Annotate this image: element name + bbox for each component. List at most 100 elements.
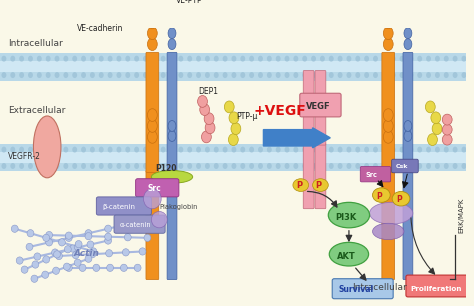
- Ellipse shape: [147, 131, 157, 143]
- Ellipse shape: [373, 188, 390, 202]
- FancyBboxPatch shape: [136, 179, 179, 197]
- Ellipse shape: [462, 147, 466, 153]
- Ellipse shape: [431, 112, 441, 124]
- Ellipse shape: [99, 147, 104, 153]
- Ellipse shape: [124, 233, 131, 241]
- Ellipse shape: [311, 56, 316, 62]
- Ellipse shape: [147, 120, 157, 132]
- Ellipse shape: [178, 72, 183, 78]
- Ellipse shape: [426, 56, 431, 62]
- FancyBboxPatch shape: [392, 159, 418, 173]
- Ellipse shape: [417, 72, 422, 78]
- Ellipse shape: [249, 56, 254, 62]
- FancyBboxPatch shape: [300, 93, 341, 117]
- Ellipse shape: [337, 56, 343, 62]
- Text: P: P: [296, 181, 302, 190]
- Ellipse shape: [10, 72, 15, 78]
- Ellipse shape: [383, 5, 393, 18]
- Ellipse shape: [356, 163, 360, 169]
- Ellipse shape: [417, 147, 422, 153]
- Ellipse shape: [43, 256, 50, 263]
- Ellipse shape: [107, 264, 114, 271]
- Ellipse shape: [312, 179, 328, 192]
- Ellipse shape: [99, 72, 104, 78]
- Ellipse shape: [178, 56, 183, 62]
- Ellipse shape: [28, 147, 33, 153]
- FancyBboxPatch shape: [315, 143, 326, 209]
- Ellipse shape: [26, 243, 33, 251]
- Ellipse shape: [444, 72, 449, 78]
- Text: AKT: AKT: [337, 252, 356, 261]
- Ellipse shape: [10, 56, 15, 62]
- Text: PI3K: PI3K: [335, 213, 356, 222]
- Ellipse shape: [69, 245, 76, 252]
- Ellipse shape: [143, 56, 148, 62]
- Ellipse shape: [228, 134, 238, 146]
- Ellipse shape: [337, 72, 343, 78]
- Ellipse shape: [32, 261, 39, 268]
- Ellipse shape: [34, 253, 41, 260]
- Ellipse shape: [161, 72, 165, 78]
- FancyBboxPatch shape: [315, 70, 326, 145]
- Ellipse shape: [117, 72, 121, 78]
- FancyBboxPatch shape: [382, 52, 395, 172]
- FancyBboxPatch shape: [96, 197, 151, 215]
- Ellipse shape: [147, 0, 157, 7]
- Ellipse shape: [284, 147, 290, 153]
- Ellipse shape: [373, 223, 404, 240]
- Ellipse shape: [409, 56, 413, 62]
- Ellipse shape: [240, 163, 245, 169]
- Ellipse shape: [37, 163, 42, 169]
- Text: Src: Src: [147, 184, 161, 192]
- Ellipse shape: [28, 56, 33, 62]
- Text: +VEGF: +VEGF: [254, 104, 306, 118]
- Text: Plakoglobin: Plakoglobin: [159, 204, 198, 210]
- Text: DEP1: DEP1: [199, 87, 219, 96]
- Ellipse shape: [134, 163, 139, 169]
- Ellipse shape: [46, 163, 51, 169]
- Ellipse shape: [391, 72, 396, 78]
- Ellipse shape: [453, 163, 457, 169]
- Text: P120: P120: [155, 164, 177, 174]
- Ellipse shape: [205, 122, 215, 134]
- Ellipse shape: [249, 163, 254, 169]
- FancyBboxPatch shape: [303, 70, 314, 145]
- Ellipse shape: [187, 56, 192, 62]
- Ellipse shape: [329, 147, 334, 153]
- FancyBboxPatch shape: [167, 170, 177, 280]
- Ellipse shape: [54, 251, 61, 258]
- Ellipse shape: [425, 101, 435, 113]
- Text: VE-cadherin: VE-cadherin: [76, 24, 123, 32]
- Ellipse shape: [426, 147, 431, 153]
- Ellipse shape: [65, 264, 72, 271]
- Ellipse shape: [328, 202, 370, 228]
- Ellipse shape: [240, 72, 245, 78]
- Ellipse shape: [196, 56, 201, 62]
- Ellipse shape: [409, 163, 413, 169]
- Ellipse shape: [64, 147, 68, 153]
- Ellipse shape: [1, 56, 6, 62]
- Ellipse shape: [356, 72, 360, 78]
- Ellipse shape: [346, 56, 351, 62]
- Ellipse shape: [99, 163, 104, 169]
- Ellipse shape: [31, 275, 38, 282]
- Ellipse shape: [320, 163, 325, 169]
- Ellipse shape: [125, 163, 130, 169]
- Bar: [0, 62, 466, 72]
- Ellipse shape: [214, 72, 219, 78]
- Ellipse shape: [391, 163, 396, 169]
- Ellipse shape: [106, 250, 112, 257]
- Ellipse shape: [205, 72, 210, 78]
- Ellipse shape: [74, 243, 81, 251]
- Ellipse shape: [276, 72, 281, 78]
- Ellipse shape: [320, 56, 325, 62]
- Ellipse shape: [267, 72, 272, 78]
- Ellipse shape: [37, 72, 42, 78]
- Ellipse shape: [55, 72, 59, 78]
- Ellipse shape: [364, 147, 369, 153]
- Ellipse shape: [453, 72, 457, 78]
- Ellipse shape: [311, 72, 316, 78]
- Ellipse shape: [46, 56, 51, 62]
- Ellipse shape: [240, 147, 245, 153]
- Ellipse shape: [161, 56, 165, 62]
